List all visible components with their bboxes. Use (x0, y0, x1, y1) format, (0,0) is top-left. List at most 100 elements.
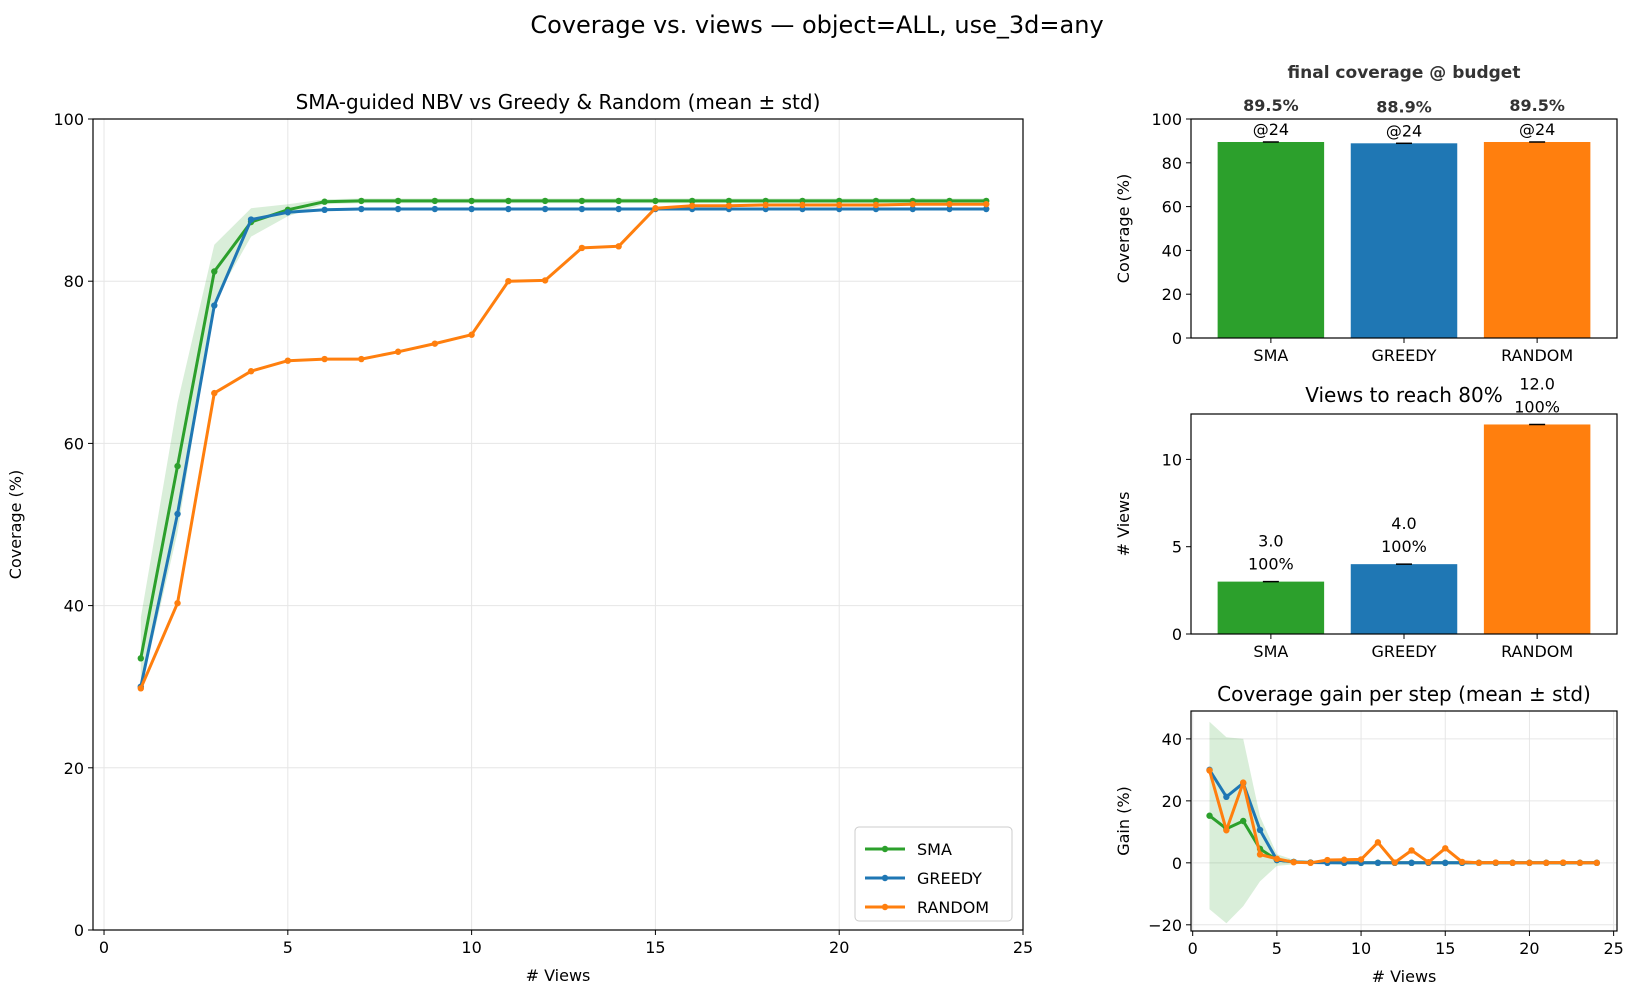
data-point-sma (652, 197, 659, 205)
legend-marker-greedy (881, 874, 889, 882)
data-point-random (394, 348, 402, 355)
data-point-sma (615, 197, 622, 205)
data-point-random (909, 200, 916, 208)
x-tick-label: 5 (1272, 939, 1282, 958)
data-point-greedy (1223, 793, 1230, 801)
y-tick-label: 0 (1172, 329, 1182, 348)
y-tick-label: 5 (1172, 538, 1182, 557)
data-point-random (1593, 859, 1600, 867)
series-line-sma (139, 199, 987, 659)
data-point-sma (137, 655, 144, 662)
y-axis-label: # Views (1114, 492, 1133, 557)
data-label-value: 4.0 (1391, 514, 1416, 533)
y-tick-label: 0 (74, 921, 84, 940)
x-tick-label: SMA (1253, 346, 1288, 365)
data-point-sma (505, 197, 512, 205)
data-point-random (1576, 859, 1584, 867)
data-label-sub: 100% (1381, 537, 1427, 556)
data-point-random (1273, 855, 1281, 863)
data-point-random (505, 278, 512, 285)
data-point-random (1543, 859, 1550, 867)
data-point-sma (431, 197, 439, 205)
data-point-random (1256, 851, 1264, 858)
data-point-random (1357, 856, 1365, 863)
y-tick-label: 60 (1162, 198, 1182, 217)
data-point-random (284, 357, 292, 364)
data-point-random (358, 355, 365, 363)
data-point-random (1442, 845, 1449, 852)
data-point-random (1239, 779, 1247, 786)
x-tick-label: 20 (829, 938, 849, 957)
data-point-random (615, 243, 622, 250)
data-point-random (1475, 859, 1483, 867)
y-tick-label: 40 (1162, 241, 1182, 260)
y-axis-label: Coverage (%) (1114, 174, 1133, 283)
data-point-sma (725, 197, 733, 205)
y-tick-label: 100 (1151, 110, 1182, 129)
data-point-random (946, 200, 953, 208)
data-point-random (1492, 859, 1499, 866)
legend-marker-random (881, 903, 889, 911)
legend-label-random: RANDOM (917, 898, 989, 917)
bar-greedy (1350, 564, 1458, 634)
data-point-greedy (541, 205, 549, 213)
data-point-random (1324, 856, 1331, 864)
data-point-greedy (431, 205, 439, 213)
data-point-random (431, 340, 439, 347)
x-tick-label: GREEDY (1372, 346, 1437, 365)
data-point-sma (1239, 817, 1247, 825)
data-point-random (872, 201, 880, 209)
data-label-sub: @24 (1386, 121, 1422, 140)
data-point-greedy (505, 205, 512, 213)
data-point-greedy (909, 205, 916, 213)
data-point-sma (358, 197, 365, 205)
x-tick-label: 15 (1435, 939, 1455, 958)
legend-marker-sma (881, 845, 889, 853)
data-point-sma (688, 197, 696, 205)
data-point-greedy (1374, 859, 1382, 867)
data-point-greedy (247, 216, 255, 223)
data-point-greedy (1256, 826, 1264, 834)
y-tick-label: 80 (1162, 154, 1182, 173)
data-point-sma (541, 197, 549, 205)
data-point-random (247, 368, 255, 375)
data-label-sub: 100% (1248, 555, 1294, 574)
figure-title: Coverage vs. views — object=ALL, use_3d=… (530, 11, 1103, 39)
y-tick-label: 20 (1162, 285, 1182, 304)
data-point-random (137, 685, 144, 692)
y-tick-label: 0 (1172, 854, 1182, 873)
data-point-random (1391, 859, 1398, 866)
x-tick-label: 5 (283, 938, 293, 957)
data-point-greedy (211, 302, 218, 309)
data-point-sma (1206, 812, 1213, 819)
chart-title: final coverage @ budget (1288, 63, 1521, 83)
data-point-random (1408, 847, 1415, 854)
data-point-random (1206, 767, 1213, 774)
data-point-random (1458, 858, 1466, 866)
legend-label-greedy: GREEDY (917, 869, 982, 888)
plot-frame (1190, 710, 1618, 932)
data-point-sma (578, 197, 586, 205)
x-tick-label: RANDOM (1501, 346, 1573, 365)
plot-frame (92, 118, 1024, 931)
x-tick-label: SMA (1253, 642, 1288, 661)
data-point-random (1425, 859, 1432, 866)
y-tick-label: 60 (64, 434, 84, 453)
x-axis-label: # Views (1372, 967, 1437, 986)
main-coverage-chart: 0 5 10 15 20 25 0 20 40 60 80 100 SMA-guided NBV vs … (6, 90, 1033, 985)
data-point-random (1341, 856, 1348, 863)
data-point-random (725, 202, 733, 209)
bar-greedy (1350, 143, 1458, 338)
data-point-greedy (578, 205, 586, 213)
y-axis-label: Gain (%) (1114, 786, 1133, 856)
x-tick-label: 10 (461, 938, 481, 957)
series-line-greedy (139, 207, 987, 688)
data-point-random (1509, 859, 1516, 867)
data-point-random (836, 201, 843, 209)
data-point-greedy (468, 205, 475, 213)
data-point-random (688, 202, 696, 209)
data-point-random (652, 205, 659, 212)
final-coverage-bar-chart: SMA 89.5% @24 GREEDY 88.9% @24 RANDOM 89.5% @24 0… (1114, 63, 1618, 365)
bar-sma (1217, 581, 1325, 634)
